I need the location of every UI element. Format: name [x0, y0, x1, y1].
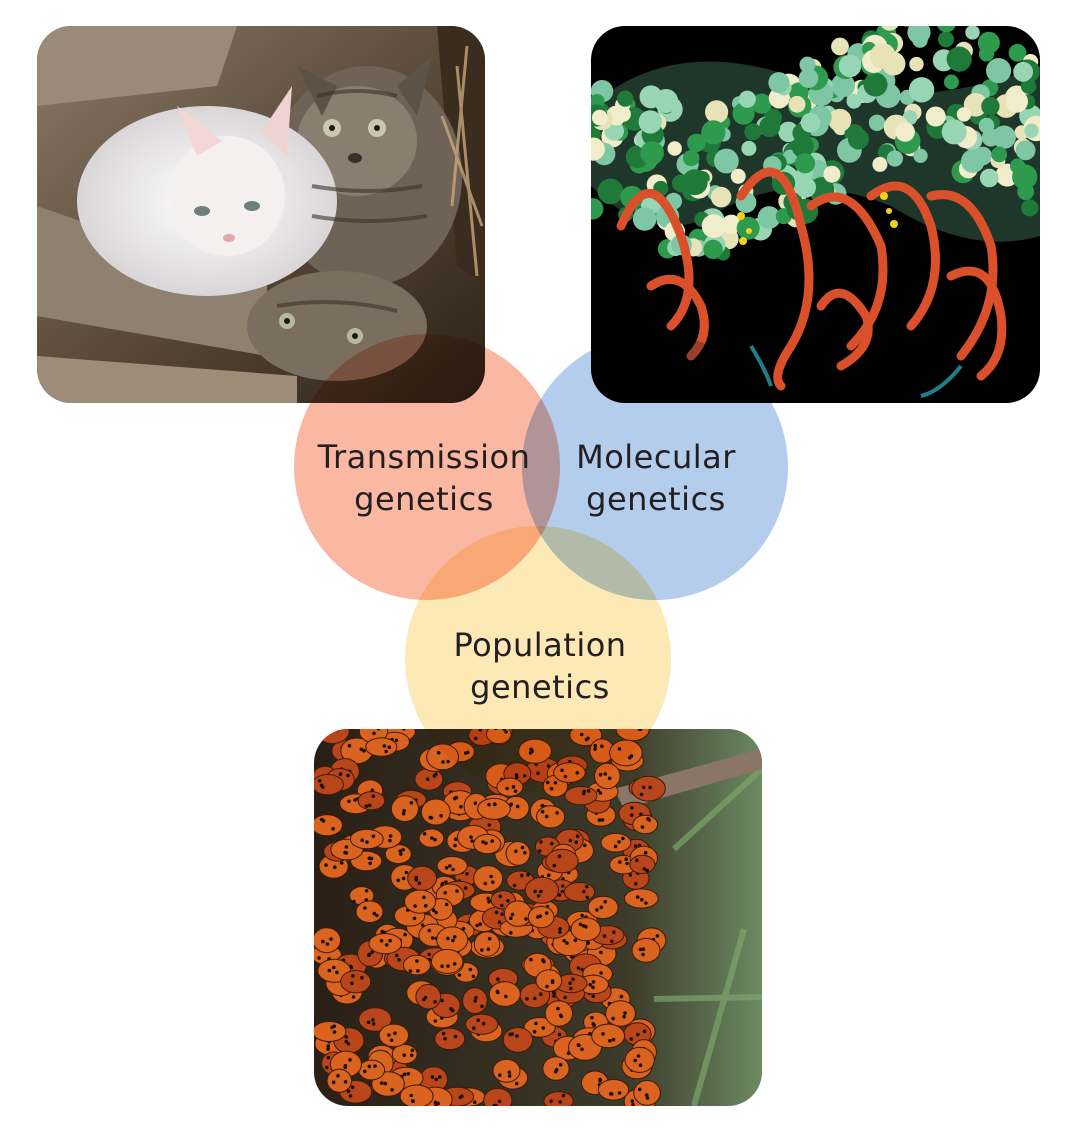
transmission-genetics-label: Transmission genetics — [291, 436, 557, 520]
population-label-line2: genetics — [470, 668, 610, 706]
population-label-line1: Population — [453, 626, 627, 664]
molecular-label-line1: Molecular — [576, 438, 736, 476]
protein-dna-photo — [591, 26, 1040, 403]
population-genetics-label: Population genetics — [407, 624, 673, 708]
transmission-label-line1: Transmission — [317, 438, 531, 476]
population-genetics-circle — [405, 526, 671, 792]
ladybugs-photo — [314, 729, 762, 1106]
transmission-label-line2: genetics — [354, 480, 494, 518]
molecular-label-line2: genetics — [586, 480, 726, 518]
kittens-photo — [37, 26, 485, 403]
molecular-genetics-label: Molecular genetics — [523, 436, 789, 520]
